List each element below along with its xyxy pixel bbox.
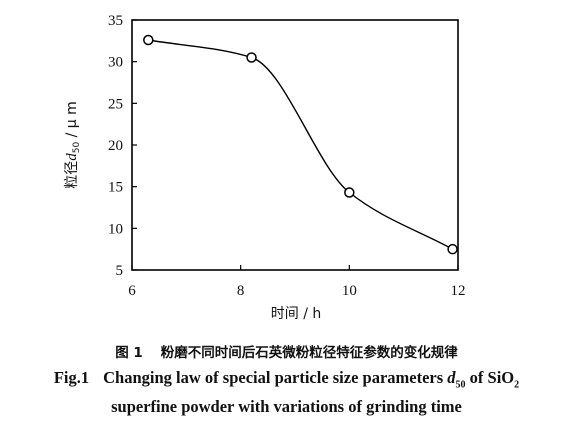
x-axis-ticks: 6 8 10 12 — [128, 265, 466, 299]
caption-cn-figure-number: 图 1 — [115, 345, 143, 361]
y-axis-label-var: d — [64, 153, 80, 161]
data-point — [447, 243, 458, 255]
y-tick-label: 25 — [108, 96, 123, 112]
x-tick-label: 6 — [128, 283, 136, 299]
x-tick-label: 8 — [237, 283, 245, 299]
y-tick-label: 20 — [108, 138, 123, 154]
y-tick-label: 5 — [116, 263, 124, 279]
y-axis-label: 粒径d50 / μ m — [64, 101, 82, 189]
x-tick-label: 12 — [451, 283, 466, 299]
chart-area: 6 8 10 12 5 10 15 20 25 30 35 时间 / h 粒径d50 / μ m — [64, 13, 466, 322]
y-axis-label-prefix: 粒径 — [64, 161, 80, 189]
data-point — [246, 52, 257, 63]
y-axis-ticks: 5 10 15 20 25 30 35 — [108, 13, 137, 279]
plot-frame — [131, 19, 459, 271]
y-tick-label: 15 — [108, 180, 123, 196]
caption-en-text-2: of SiO — [465, 368, 515, 387]
y-tick-label: 10 — [108, 221, 123, 237]
series-curve — [148, 39, 453, 250]
caption-en-chem-sub: 2 — [514, 379, 520, 391]
data-points — [143, 34, 458, 255]
caption-en-var: d — [447, 368, 456, 387]
caption-english-line-2: superfine powder with variations of grin… — [111, 397, 462, 416]
x-tick-label: 10 — [342, 283, 357, 299]
caption-en-text-1: Changing law of special particle size pa… — [103, 368, 448, 387]
x-axis-label: 时间 / h — [271, 306, 322, 322]
caption-cn-text: 粉磨不同时间后石英微粉粒径特征参数的变化规律 — [160, 345, 458, 361]
y-tick-label: 35 — [108, 13, 123, 29]
caption-chinese: 图 1 粉磨不同时间后石英微粉粒径特征参数的变化规律 — [0, 341, 573, 361]
data-point — [143, 34, 154, 46]
y-axis-label-suffix: / μ m — [64, 101, 80, 142]
caption-en-figure-number: Fig.1 — [53, 368, 90, 387]
caption-english-line-1: Fig.1 Changing law of special particle si… — [0, 368, 573, 390]
y-tick-label: 30 — [108, 55, 123, 71]
data-point — [344, 187, 355, 198]
caption-en-sub: 50 — [455, 379, 466, 391]
y-axis-label-sub: 50 — [72, 142, 82, 154]
